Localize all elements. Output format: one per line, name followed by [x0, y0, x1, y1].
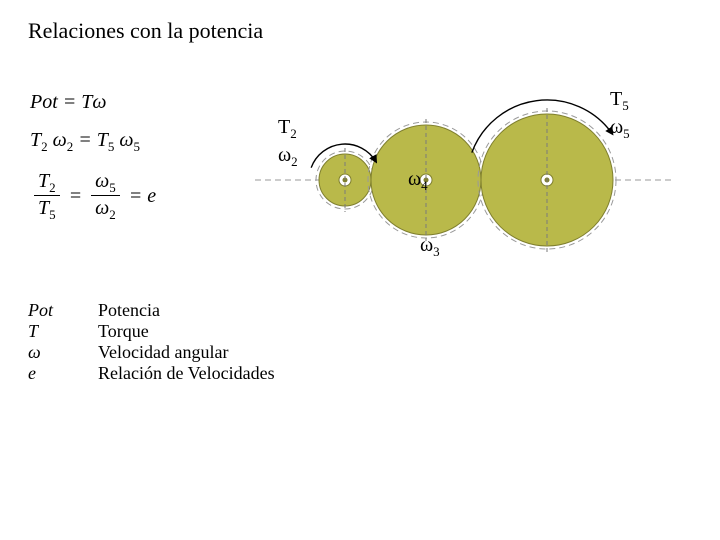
legend-symbol: T: [28, 321, 98, 342]
legend-row: e Relación de Velocidades: [28, 363, 275, 384]
legend-symbol: Pot: [28, 300, 98, 321]
label-w2: ω2: [278, 144, 298, 170]
label-w3: ω3: [420, 234, 440, 260]
equations-block: Pot = Tω T2 ω2 = T5 ω5 T2 T5 = ω5 ω2 = e: [30, 90, 156, 237]
legend-definition: Potencia: [98, 300, 160, 321]
equation-3: T2 T5 = ω5 ω2 = e: [30, 169, 156, 223]
label-T2: T2: [278, 116, 297, 142]
legend-definition: Relación de Velocidades: [98, 363, 275, 384]
legend-row: T Torque: [28, 321, 275, 342]
gear-diagram: T2 ω2 ω4 ω3 T5 ω5: [250, 70, 680, 290]
page-title: Relaciones con la potencia: [28, 18, 263, 44]
eq1-rhs: Tω: [81, 91, 106, 113]
eq1-lhs: Pot: [30, 91, 58, 113]
legend-definition: Torque: [98, 321, 149, 342]
legend: Pot Potencia T Torque ω Velocidad angula…: [28, 300, 275, 384]
equation-1: Pot = Tω: [30, 90, 156, 114]
equation-2: T2 ω2 = T5 ω5: [30, 128, 156, 155]
legend-definition: Velocidad angular: [98, 342, 228, 363]
label-w4: ω4: [408, 168, 428, 194]
label-w5: ω5: [610, 116, 630, 142]
legend-symbol: ω: [28, 342, 98, 363]
legend-row: ω Velocidad angular: [28, 342, 275, 363]
legend-row: Pot Potencia: [28, 300, 275, 321]
legend-symbol: e: [28, 363, 98, 384]
label-T5: T5: [610, 88, 629, 114]
